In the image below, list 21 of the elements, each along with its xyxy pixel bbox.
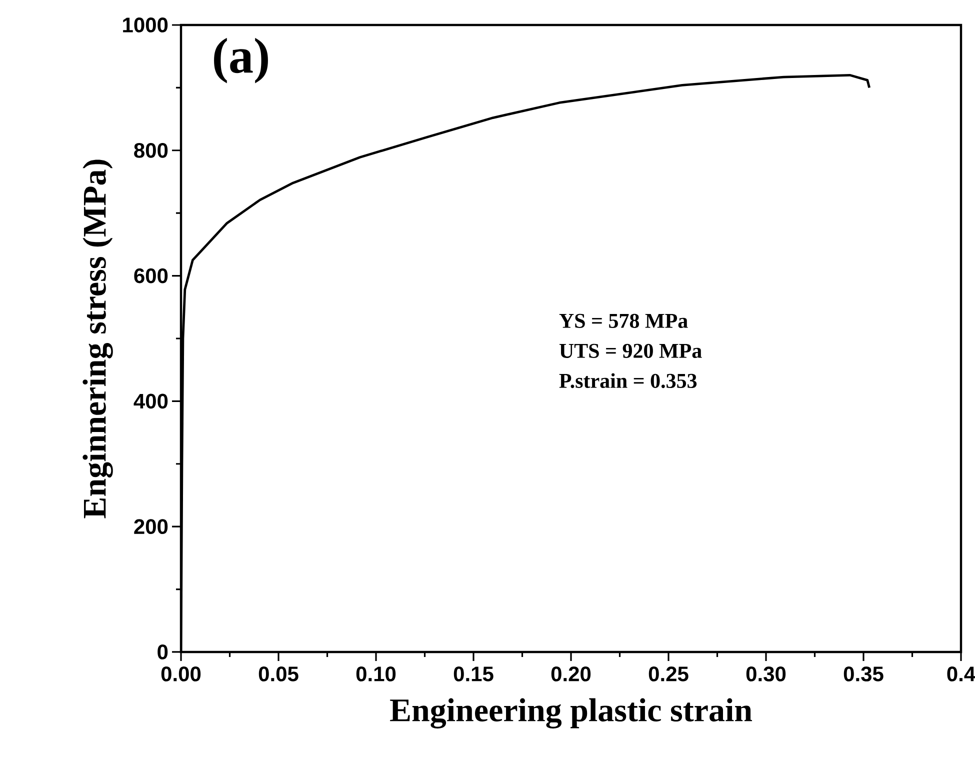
x-tick-label: 0.15	[454, 666, 494, 682]
annotation: (a)	[214, 38, 268, 84]
y-tick-label: 800	[134, 142, 168, 158]
annotation: P.strain = 0.353	[559, 373, 697, 388]
annotation: UTS = 920 MPa	[559, 344, 702, 358]
x-tick-label: 0.25	[648, 666, 688, 682]
y-tick-label: 0	[158, 644, 168, 660]
y-tick-label: 1000	[123, 18, 168, 32]
x-tick-label: 0.05	[258, 666, 298, 682]
x-tick-label: 0.30	[746, 666, 786, 682]
annotation: YS = 578 MPa	[559, 314, 688, 328]
y-axis-title: Enginnering stress (MPa)	[82, 160, 113, 518]
x-tick-label: 0.35	[844, 666, 884, 682]
y-tick-label: 600	[134, 268, 168, 284]
x-tick-label: 0.20	[551, 666, 591, 682]
x-tick-label: 0.10	[356, 666, 396, 682]
x-tick-label: 0.00	[161, 666, 201, 682]
x-axis-title: Engineering plastic strain	[390, 698, 752, 728]
y-tick-label: 200	[134, 519, 168, 534]
x-tick-label: 0.4	[947, 666, 975, 682]
y-tick-label: 400	[134, 394, 168, 409]
